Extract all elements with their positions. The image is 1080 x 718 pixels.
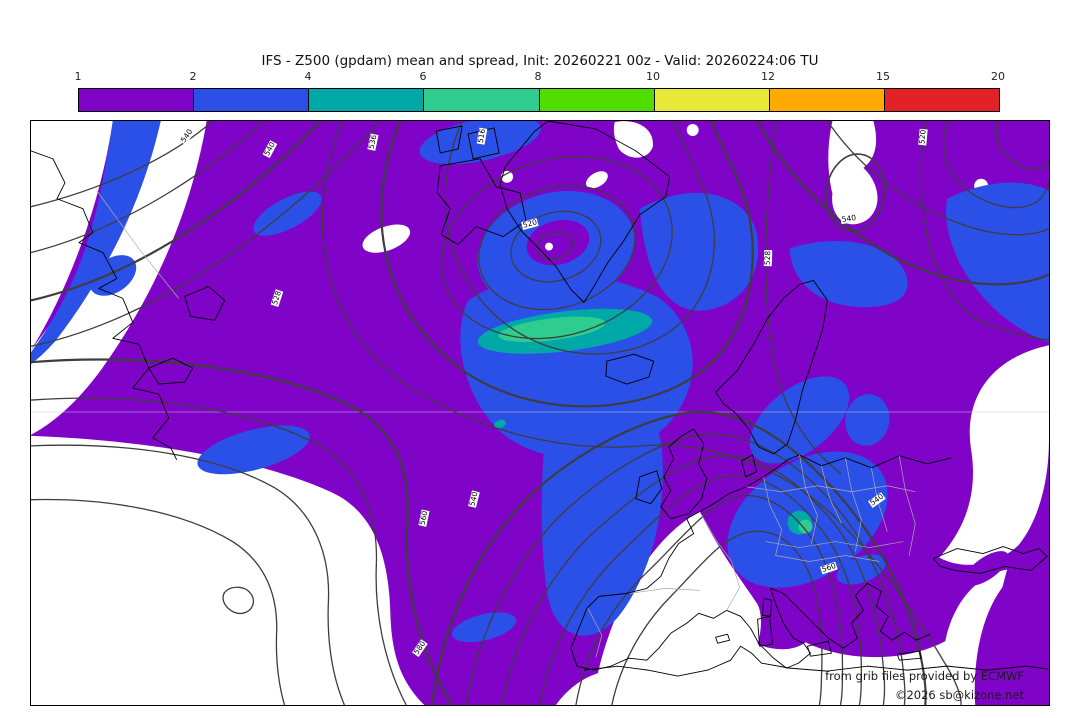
weather-map-svg [31,121,1049,705]
colorbar [78,88,1000,112]
contour-label: 528 [762,249,773,267]
colorbar-segment-4 [539,89,655,111]
colorbar-segment-2 [309,89,425,111]
colorbar-tick: 15 [876,70,890,83]
chart-title: IFS - Z500 (gpdam) mean and spread, Init… [261,53,819,69]
colorbar-tick: 12 [761,70,775,83]
colorbar-segment-7 [884,89,999,111]
colorbar-tick: 2 [189,70,197,83]
low-core-purple [526,219,590,266]
z500-contours [31,121,1049,705]
colorbar-tick: 20 [991,70,1005,83]
colorbar-segment-3 [424,89,540,111]
colorbar-tick: 1 [74,70,82,83]
country-borders [96,190,916,658]
colorbar-tick: 10 [646,70,660,83]
attribution-source: from grib files provided by ECMWF [825,669,1024,683]
contour-label: 520 [917,128,928,146]
colorbar-segment-0 [79,89,195,111]
colorbar-segment-5 [654,89,770,111]
low-center-white-spec [544,242,553,251]
colorbar-tick: 4 [304,70,312,83]
spread-purple-patches [963,551,1047,705]
colorbar-segment-6 [769,89,885,111]
colorbar-segment-1 [194,89,310,111]
colorbar-tick: 8 [534,70,542,83]
coastlines [31,121,1049,677]
map-frame [30,120,1050,706]
attribution-copyright: ©2026 sb@kizone.net [894,688,1024,702]
colorbar-tick: 6 [419,70,427,83]
